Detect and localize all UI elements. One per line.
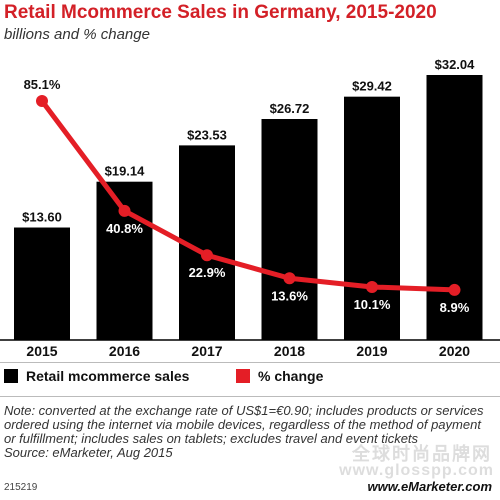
chart-title: Retail Mcommerce Sales in Germany, 2015-… [4, 2, 437, 23]
chart-id: 215219 [4, 482, 38, 493]
change-label-2016: 40.8% [106, 221, 143, 236]
watermark-url: www.glosspp.com [339, 462, 494, 479]
x-tick-2016: 2016 [109, 343, 140, 359]
legend-swatch-sales [4, 369, 18, 383]
legend-swatch-change [236, 369, 250, 383]
bar-label-2017: $23.53 [187, 127, 227, 142]
chart-subtitle: billions and % change [4, 26, 150, 43]
x-tick-2017: 2017 [191, 343, 222, 359]
legend-label-sales: Retail mcommerce sales [26, 368, 190, 384]
bar-label-2019: $29.42 [352, 79, 392, 94]
chart: $13.60 $19.14 $23.53 $26.72 $29.42 $32.04 2015… [0, 57, 500, 359]
bar-2015 [14, 227, 70, 340]
change-point-2020 [448, 283, 461, 296]
change-label-2017: 22.9% [189, 265, 226, 280]
bar-label-2015: $13.60 [22, 210, 62, 225]
watermark-text: 全球时尚品牌网 [352, 444, 492, 464]
change-label-2020: 8.9% [440, 300, 470, 315]
bar-label-2016: $19.14 [105, 164, 146, 179]
x-tick-2018: 2018 [274, 343, 305, 359]
change-point-2015 [36, 95, 48, 107]
change-label-2018: 13.6% [271, 288, 308, 303]
footnote: Note: converted at the exchange rate of … [4, 404, 494, 460]
legend-item-sales: Retail mcommerce sales [4, 368, 189, 384]
brand-logo: www.eMarketer.com [367, 479, 492, 494]
legend-label-change: % change [258, 368, 324, 384]
source-text: Source: eMarketer, Aug 2015 [4, 445, 173, 460]
bar-2018 [261, 119, 318, 340]
x-tick-2015: 2015 [26, 343, 57, 359]
legend-item-change: % change [236, 368, 323, 384]
change-line [39, 98, 457, 293]
bar-label-2018: $26.72 [270, 101, 310, 116]
note-divider [0, 396, 500, 397]
legend-divider [0, 362, 500, 363]
change-point-2017 [201, 249, 213, 262]
change-label-2015: 85.1% [24, 77, 61, 92]
change-label-2019: 10.1% [354, 297, 391, 312]
change-point-2019 [366, 280, 378, 293]
x-tick-2020: 2020 [439, 343, 470, 359]
bar-label-2020: $32.04 [435, 57, 476, 72]
bar-2019 [344, 96, 400, 340]
x-tick-2019: 2019 [356, 343, 387, 359]
note-text: Note: converted at the exchange rate of … [4, 403, 484, 446]
change-point-2018 [283, 272, 296, 285]
change-point-2016 [118, 204, 131, 217]
